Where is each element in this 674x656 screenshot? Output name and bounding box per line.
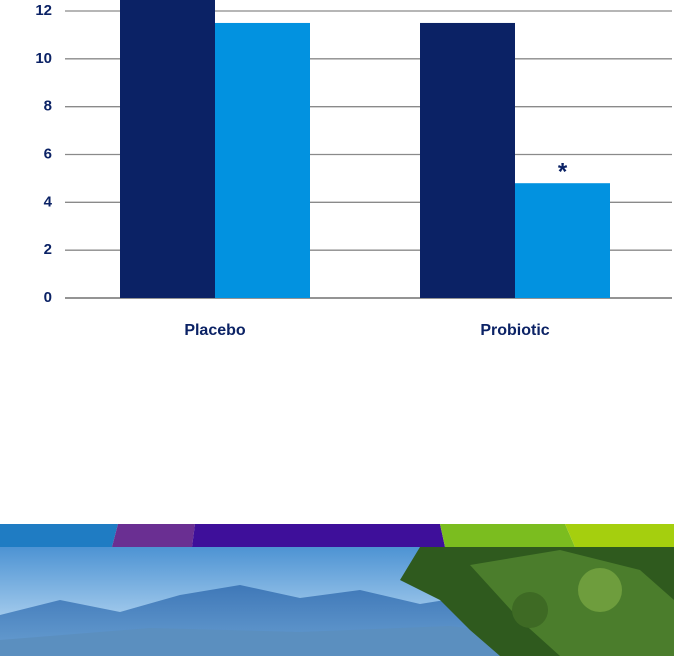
y-tick-label: 12 xyxy=(35,2,52,19)
photo-leaves xyxy=(512,592,548,628)
x-tick-label: Probiotic xyxy=(480,322,549,339)
banner xyxy=(0,524,674,656)
y-tick-label: 10 xyxy=(35,50,52,67)
y-tick-label: 2 xyxy=(44,241,52,258)
bar xyxy=(420,23,515,298)
bar xyxy=(215,23,310,298)
annotation: * xyxy=(558,159,568,186)
stripe xyxy=(192,524,445,547)
x-tick-label: Placebo xyxy=(184,322,246,339)
stripe xyxy=(565,524,674,547)
stripe xyxy=(112,524,195,547)
y-tick-label: 6 xyxy=(44,145,52,162)
stripe xyxy=(0,524,118,547)
stripe xyxy=(440,524,575,547)
y-tick-label: 0 xyxy=(44,289,52,306)
page: 0 2 4 6 8 10 12 Placebo Probiotic * xyxy=(0,0,674,656)
bar xyxy=(515,183,610,298)
y-tick-label: 8 xyxy=(44,98,52,115)
chart: 0 2 4 6 8 10 12 Placebo Probiotic * xyxy=(35,0,672,339)
bar xyxy=(120,0,215,298)
y-tick-label: 4 xyxy=(44,193,53,210)
photo-leaves xyxy=(578,568,622,612)
